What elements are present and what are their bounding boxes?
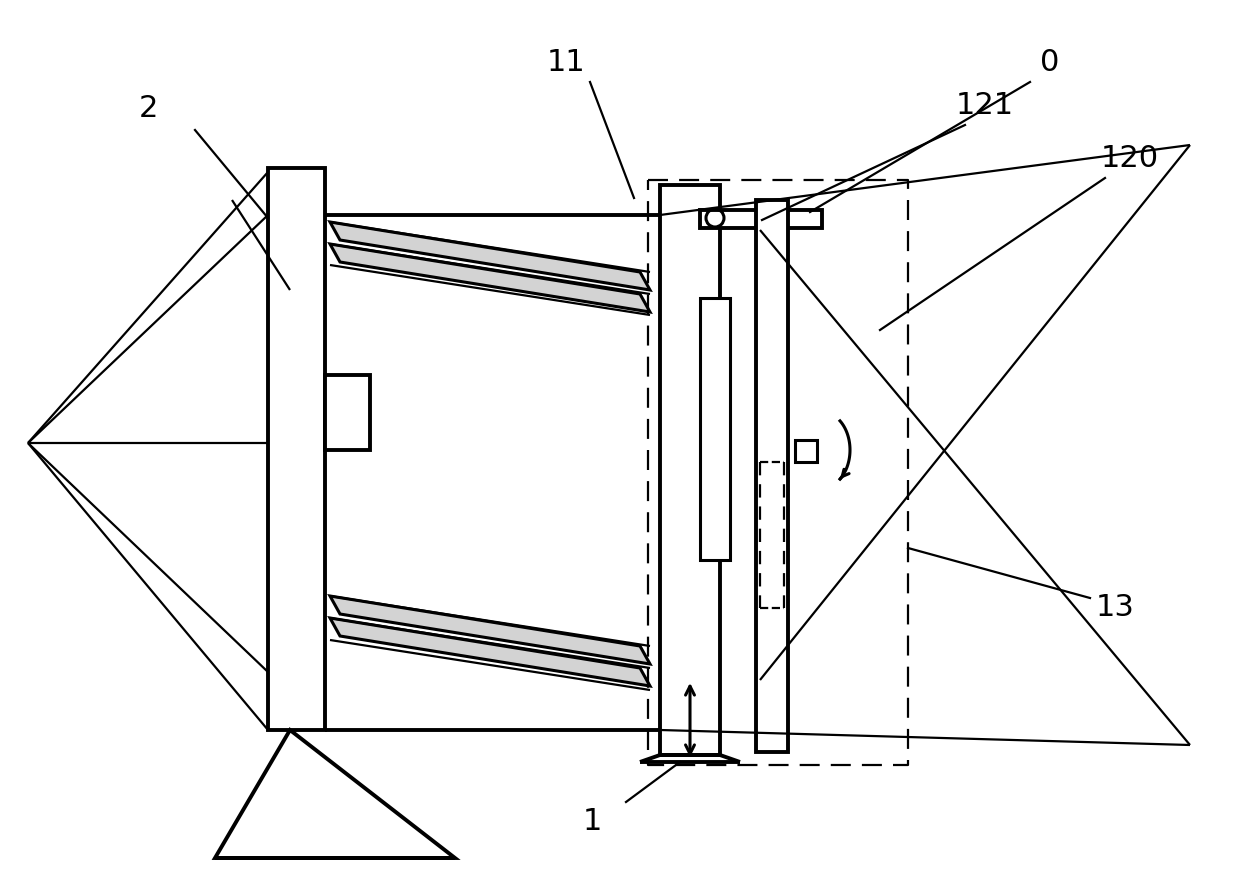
Bar <box>756 200 787 752</box>
Polygon shape <box>330 222 650 290</box>
Polygon shape <box>330 618 650 686</box>
Text: 120: 120 <box>1101 144 1159 173</box>
Text: 13: 13 <box>1096 594 1135 623</box>
Polygon shape <box>330 596 650 664</box>
Text: 0: 0 <box>1040 48 1060 76</box>
Bar <box>701 298 730 560</box>
Bar <box>325 375 370 450</box>
Bar <box>701 210 822 228</box>
Text: 1: 1 <box>583 807 601 836</box>
Bar <box>660 185 720 755</box>
Text: 121: 121 <box>956 90 1014 120</box>
Bar <box>795 440 817 462</box>
Text: 11: 11 <box>547 48 585 76</box>
Polygon shape <box>215 730 455 858</box>
Text: 2: 2 <box>139 94 157 122</box>
Polygon shape <box>330 244 650 312</box>
Bar <box>268 168 325 730</box>
